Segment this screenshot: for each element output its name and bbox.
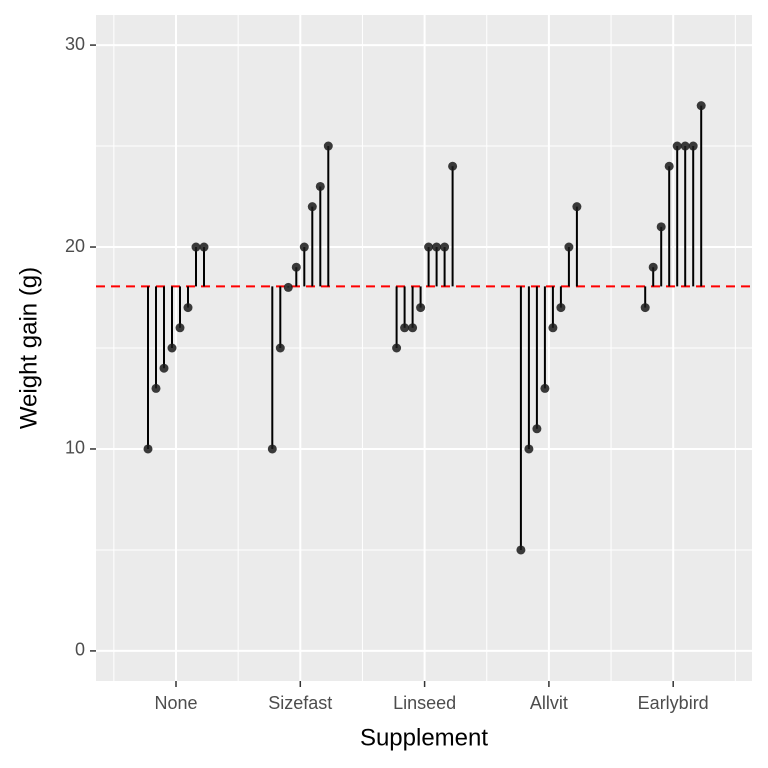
point [267,444,277,454]
point [167,343,177,353]
y-tick-label: 10 [65,438,85,458]
point [640,303,650,313]
point [540,383,550,393]
x-tick-label: Linseed [393,693,456,713]
point [556,303,566,313]
point [564,242,574,252]
point [275,343,285,353]
point [199,242,209,252]
point [672,141,682,151]
point [448,161,458,171]
point [159,363,169,373]
point [424,242,434,252]
y-axis-title: Weight gain (g) [15,267,42,429]
y-tick-label: 30 [65,34,85,54]
point [680,141,690,151]
x-tick-label: Sizefast [268,693,332,713]
point [299,242,309,252]
point [696,101,706,111]
point [688,141,698,151]
x-tick-label: Allvit [530,693,568,713]
point [648,262,658,272]
x-tick-label: None [154,693,197,713]
point [151,383,161,393]
point [283,282,293,292]
point [143,444,153,454]
point [532,424,542,434]
point [432,242,442,252]
point [548,323,558,333]
point [524,444,534,454]
y-tick-label: 20 [65,236,85,256]
point [664,161,674,171]
point [175,323,185,333]
point [408,323,418,333]
point [572,202,582,212]
x-axis-title: Supplement [360,724,488,751]
x-tick-label: Earlybird [638,693,709,713]
point [323,141,333,151]
point [315,181,325,191]
y-tick-label: 0 [75,640,85,660]
point [392,343,402,353]
point [416,303,426,313]
point [307,202,317,212]
point [191,242,201,252]
point [400,323,410,333]
point [516,545,526,555]
point [183,303,193,313]
point [656,222,666,232]
point [291,262,301,272]
point [440,242,450,252]
